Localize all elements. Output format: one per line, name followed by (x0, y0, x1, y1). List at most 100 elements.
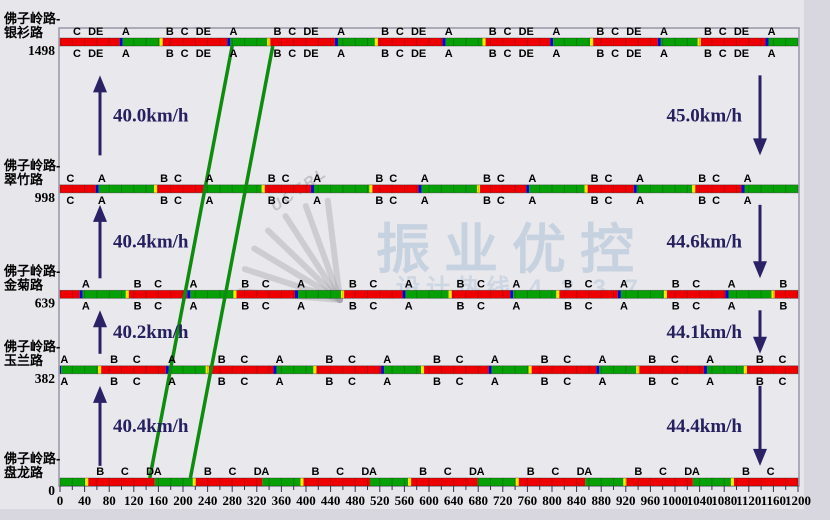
signal-bar-yellow-segment (261, 184, 265, 193)
signal-bar-green-segment (276, 365, 314, 374)
signal-bar-blue-segment (725, 290, 729, 299)
signal-bar-green-segment (620, 290, 664, 299)
phase-label: C (133, 354, 141, 366)
signal-bar-green-segment (61, 365, 99, 374)
phase-label: A (491, 354, 499, 366)
phase-label: C (611, 48, 619, 60)
phase-label: A (297, 300, 305, 312)
phase-label: A (598, 376, 606, 388)
up-arrow-head (93, 385, 107, 403)
phase-label: B (166, 26, 174, 38)
phase-label: B (756, 376, 764, 388)
phase-label: A (512, 278, 520, 290)
signal-bar-blue-segment (310, 184, 314, 193)
signal-bar-yellow-segment (636, 365, 640, 374)
signal-bar-yellow-segment (528, 365, 532, 374)
watermark-fan-ray (302, 203, 343, 303)
phase-label: C (240, 376, 248, 388)
phase-label: A (82, 278, 90, 290)
phase-label: B (160, 195, 168, 207)
signal-bar-yellow-segment (313, 365, 317, 374)
phase-label: A (636, 173, 644, 185)
signal-bar-green-segment (369, 478, 409, 486)
phase-label: A (728, 300, 736, 312)
phase-label: C (240, 354, 248, 366)
phase-label: B (698, 173, 706, 185)
bottom-gutter (0, 509, 830, 520)
signal-bar-red-segment (700, 38, 766, 46)
phase-label: A (297, 278, 305, 290)
phase-label: A (744, 173, 752, 185)
signal-bar-yellow-segment (515, 478, 519, 486)
intersection-name-line2: 银衫路 (4, 25, 44, 40)
phase-label: B (204, 466, 212, 478)
phase-label: A (205, 195, 213, 207)
phase-label: A (528, 173, 536, 185)
phase-label: A (584, 466, 592, 478)
signal-bar-yellow-segment (448, 290, 452, 299)
phase-label: B (564, 300, 572, 312)
signal-bar-red-segment (195, 478, 263, 486)
phase-label: A (122, 26, 130, 38)
phase-label: DE (303, 26, 318, 38)
phase-label: DE (88, 48, 103, 60)
signal-bar-yellow-segment (771, 290, 775, 299)
phase-label: A (276, 354, 284, 366)
phase-label: C (719, 26, 727, 38)
intersection-distance-label: 998 (35, 190, 56, 205)
phase-label: A (313, 173, 321, 185)
phase-label: B (349, 300, 357, 312)
phase-label: B (218, 354, 226, 366)
signal-bar-yellow-segment (482, 38, 486, 46)
signal-bar-outline (59, 184, 799, 194)
signal-bar-red-segment (377, 38, 443, 46)
phase-label: A (82, 300, 90, 312)
signal-bar-green-segment (768, 38, 798, 46)
watermark-brand-text: 振业优控 (376, 220, 648, 280)
signal-bar-red-segment (485, 38, 551, 46)
phase-label: B (325, 354, 333, 366)
signal-bar-yellow-segment (192, 478, 196, 486)
signal-bar-outline (59, 365, 799, 375)
phase-label: B (241, 300, 249, 312)
phase-label: DE (196, 48, 211, 60)
signal-bar-red-segment (531, 365, 597, 374)
phase-label: C (154, 300, 162, 312)
phase-label: C (288, 48, 296, 60)
phase-label: C (719, 48, 727, 60)
phase-label: B (381, 26, 389, 38)
signal-bar-blue-segment (273, 365, 277, 374)
downstream-speed-label: 44.1km/h (667, 322, 743, 343)
phase-label: A (229, 26, 237, 38)
phase-label: C (585, 300, 593, 312)
signal-bar-green-segment (337, 38, 375, 46)
phase-label: A (620, 300, 628, 312)
signal-bar-green-segment (262, 478, 301, 486)
phase-label: C (604, 195, 612, 207)
phase-label: A (445, 26, 453, 38)
signal-bar-red-segment (60, 38, 120, 46)
intersection-distance-label: 0 (48, 483, 55, 498)
phase-label: C (551, 466, 559, 478)
phase-label: A (768, 26, 776, 38)
intersection-name-line1: 佛子岭路- (3, 263, 60, 278)
phase-label: B (273, 26, 281, 38)
downstream-speed-label: 44.4km/h (667, 416, 743, 437)
phase-label: A (168, 354, 176, 366)
phase-label: B (591, 195, 599, 207)
signal-bar-blue-segment (95, 184, 99, 193)
x-axis-tick-label: 1040 (687, 493, 713, 508)
phase-label: D (254, 466, 262, 478)
phase-label: A (744, 195, 752, 207)
phase-label: B (779, 278, 787, 290)
signal-bar-green-segment (513, 290, 557, 299)
signal-bar-yellow-segment (159, 38, 163, 46)
phase-label: C (396, 48, 404, 60)
phase-label: B (312, 466, 320, 478)
signal-bar-green-segment (82, 290, 126, 299)
phase-label: D (684, 466, 692, 478)
signal-bar-blue-segment (402, 290, 406, 299)
signal-bar-red-segment (101, 365, 166, 374)
phase-label: B (268, 173, 276, 185)
